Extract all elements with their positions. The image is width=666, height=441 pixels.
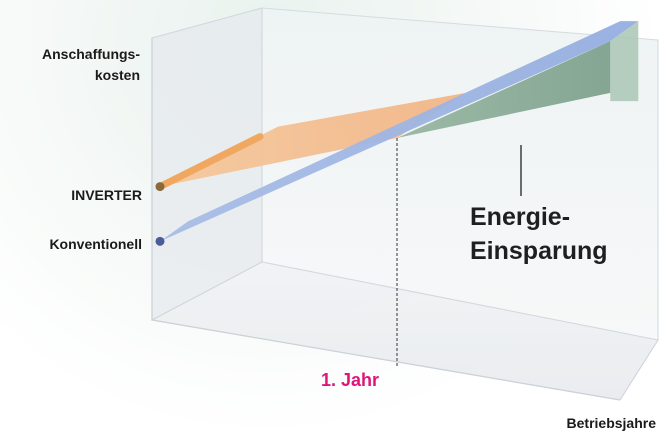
- front-top-edge: [151, 7, 263, 39]
- y-axis-title-line-1: Anschaffungs-: [42, 46, 140, 62]
- y-axis-title-line-2: kosten: [94, 67, 140, 83]
- series-label-inverter: INVERTER: [71, 187, 142, 203]
- series-konventionell-start-point: [155, 236, 165, 246]
- year-markers: [396, 138, 522, 368]
- series-inverter-ribbon: [160, 93, 465, 187]
- series-label-konventionell: Konventionell: [49, 236, 142, 252]
- savings-annotation-line-2: Einsparung: [470, 237, 608, 265]
- x-axis-title: Betriebsjahre: [566, 415, 656, 431]
- savings-annotation-line-1: Energie-: [470, 203, 571, 231]
- savings-annotation: Energie- Einsparung: [470, 200, 608, 268]
- series-konventionell-ribbon: [160, 21, 639, 242]
- year-marker-label: 1. Jahr: [320, 370, 380, 390]
- savings-area: [397, 41, 611, 138]
- series-inverter-start-rod: [156, 133, 264, 191]
- series-ribbons: [155, 21, 639, 246]
- series-inverter-start-point: [155, 182, 165, 192]
- front-right-edge: [619, 339, 659, 401]
- savings-area-side: [610, 21, 639, 102]
- y-axis-title: Anschaffungs- kosten: [10, 44, 140, 86]
- front-floor-edge: [151, 319, 621, 401]
